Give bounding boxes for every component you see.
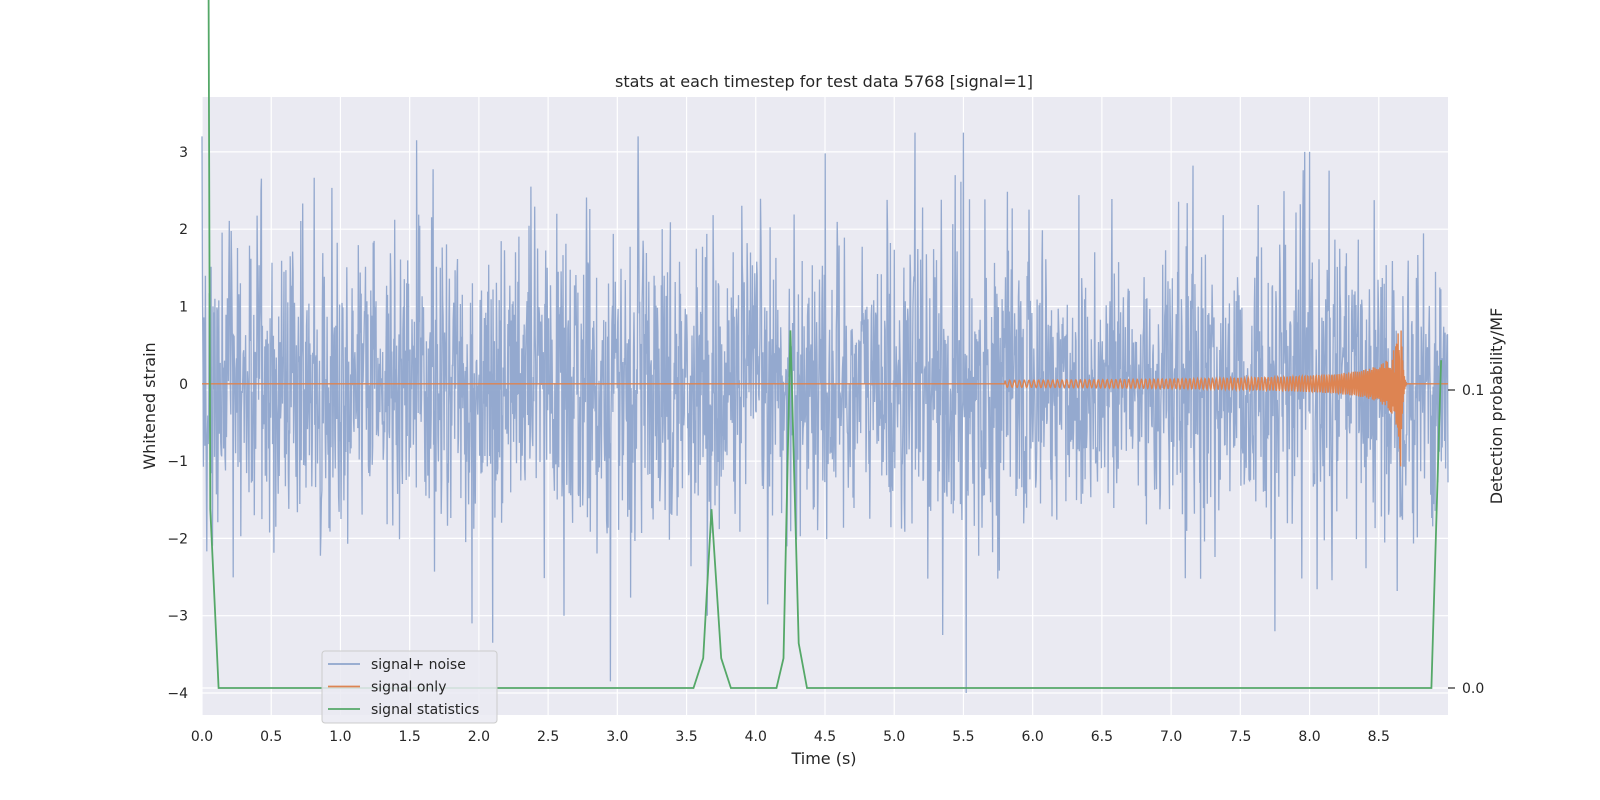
signal-only-line <box>202 330 1448 467</box>
x-tick-label: 0.0 <box>191 729 213 745</box>
x-tick-label: 1.0 <box>329 729 351 745</box>
x-tick-label: 6.5 <box>1091 729 1113 745</box>
axes: 0.0 0.5 1.0 1.5 2.0 2.5 3.0 3.5 4.0 4.5 5.0 5.5 6.0 6… <box>167 145 1484 745</box>
y-axis-label: Whitened strain <box>140 342 159 469</box>
chart-title: stats at each timestep for test data 576… <box>615 72 1033 91</box>
x-tick-label: 5.5 <box>952 729 974 745</box>
legend-label: signal+ noise <box>371 657 466 673</box>
x-tick-label: 8.5 <box>1368 729 1390 745</box>
y-tick-label: 0 <box>179 377 188 393</box>
legend-label: signal statistics <box>371 702 479 718</box>
x-tick-label: 3.0 <box>606 729 628 745</box>
y-tick-label: 3 <box>179 145 188 161</box>
x-tick-label: 2.5 <box>537 729 559 745</box>
x-tick-label: 3.5 <box>675 729 697 745</box>
x-tick-label: 7.5 <box>1229 729 1251 745</box>
x-tick-label: 5.0 <box>883 729 905 745</box>
x-tick-label: 0.5 <box>260 729 282 745</box>
y-tick-label: −4 <box>167 686 188 702</box>
x-tick-label: 1.5 <box>399 729 421 745</box>
y2-axis-label: Detection probability/MF <box>1487 308 1506 505</box>
x-tick-label: 6.0 <box>1022 729 1044 745</box>
y-tick-label: −2 <box>167 531 188 547</box>
x-tick-label: 7.0 <box>1160 729 1182 745</box>
signal-plus-noise-line <box>201 132 1449 694</box>
legend-label: signal only <box>371 680 446 696</box>
series-signal-plus-noise <box>201 132 1449 694</box>
y-tick-label: −1 <box>167 454 188 470</box>
legend-box <box>321 650 498 724</box>
legend: signal+ noise signal only signal statistic… <box>321 650 498 724</box>
y-tick-label: 2 <box>179 222 188 238</box>
y2-tick-label: 0.1 <box>1462 383 1484 399</box>
y-tick-label: 1 <box>179 300 188 316</box>
y-tick-label: −3 <box>167 609 188 625</box>
x-tick-label: 8.0 <box>1298 729 1320 745</box>
y2-tick-label: 0.0 <box>1462 681 1484 697</box>
series-signal-only <box>202 330 1448 467</box>
x-tick-label: 4.0 <box>745 729 767 745</box>
x-tick-label: 2.0 <box>468 729 490 745</box>
x-axis-label: Time (s) <box>790 749 856 768</box>
x-tick-label: 4.5 <box>814 729 836 745</box>
